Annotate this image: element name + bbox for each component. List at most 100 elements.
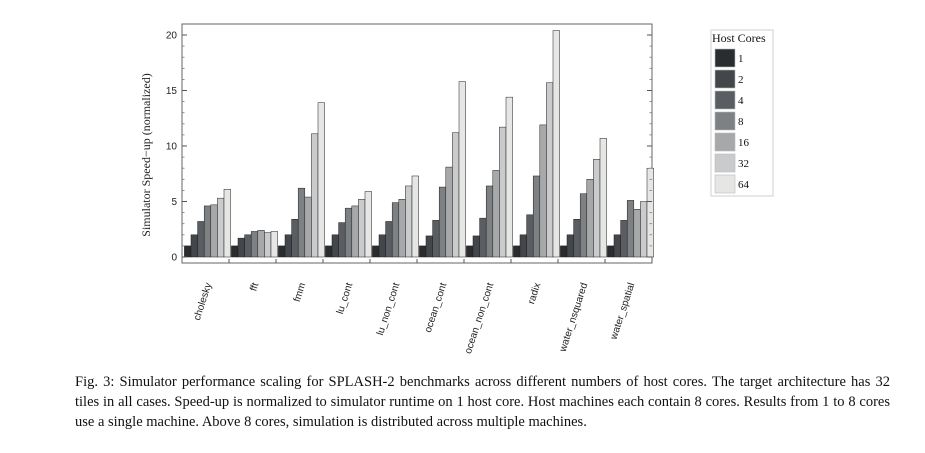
bar-fft-2 [237,237,245,258]
bar-ocean_non_cont-16 [492,170,500,258]
bar-water_spatial-16 [633,209,641,258]
y-tick-label: 15 [166,86,178,97]
legend-title: Host Cores [712,31,766,45]
legend-swatch-2 [714,69,736,89]
bar-radix-32 [546,82,554,258]
bar-lu_cont-2 [331,234,339,258]
legend-swatch-8 [714,111,736,131]
legend-label-2: 2 [738,74,744,86]
bar-ocean_non_cont-4 [479,217,487,258]
x-tick-label-radix: radix [526,282,543,306]
bar-cholesky-1 [184,245,192,258]
legend-swatch-1 [714,48,736,68]
bar-cholesky-32 [217,197,225,258]
bar-ocean_non_cont-64 [505,96,513,258]
bar-water_nsquared-1 [560,245,568,258]
bar-fmm-8 [297,187,306,258]
bar-fft-8 [250,231,259,258]
legend-swatch-4 [714,90,736,110]
bar-fft-16 [257,230,265,258]
bar-radix-1 [513,245,521,258]
bar-water_nsquared-4 [573,219,581,258]
bar-lu_cont-4 [338,222,346,258]
y-axis-ticks: 0 5 10 15 20 [166,31,652,264]
x-tick-label-cholesky: cholesky [192,282,214,322]
y-axis-title: Simulator Speed−up (normalized) [139,73,153,236]
bar-water_nsquared-64 [599,137,607,258]
bar-ocean_cont-1 [419,245,427,258]
x-tick-label-lu_non_cont: lu_non_cont [375,281,402,336]
bar-lu_cont-1 [325,245,333,258]
bar-water_spatial-32 [640,201,648,258]
bar-ocean_cont-8 [438,186,447,258]
bar-ocean_cont-16 [445,166,453,258]
bar-radix-16 [539,124,547,258]
bar-ocean_non_cont-32 [499,126,507,258]
legend-swatch-64 [714,174,736,194]
bars-group [184,30,654,258]
x-tick-label-ocean_non_cont: ocean_non_cont [463,281,496,355]
bar-water_nsquared-32 [593,159,601,258]
bar-ocean_cont-4 [432,220,440,258]
bar-fft-1 [231,245,239,258]
bar-fft-64 [270,231,278,258]
chart: 0 5 10 15 20 cholesky fft fmm lu_cont lu_non_con… [139,23,774,355]
legend-label-1: 1 [738,53,744,65]
bar-lu_cont-8 [344,207,353,258]
legend-label-4: 4 [738,95,744,107]
bar-fmm-16 [304,196,312,258]
bar-fft-32 [264,232,272,258]
bar-cholesky-2 [190,234,198,258]
bar-water_spatial-2 [613,234,621,258]
y-tick-label: 10 [166,142,178,153]
bar-lu_non_cont-2 [378,234,386,258]
bar-radix-8 [532,175,541,258]
bar-lu_cont-64 [364,191,372,258]
x-tick-label-fft: fft [248,281,261,292]
bar-lu_non_cont-8 [391,202,400,258]
legend-label-8: 8 [738,116,744,128]
figure-caption: Fig. 3: Simulator performance scaling fo… [75,374,890,430]
bar-cholesky-16 [210,204,218,258]
bar-fmm-64 [317,102,325,258]
bar-cholesky-4 [197,221,205,258]
bar-lu_non_cont-32 [405,185,413,258]
bar-fmm-32 [311,133,319,258]
bar-lu_cont-32 [358,199,366,258]
bar-lu_non_cont-16 [398,199,406,258]
bar-water_nsquared-8 [579,193,588,258]
bar-ocean_cont-64 [458,81,466,258]
bar-water_spatial-4 [620,220,628,258]
bar-fmm-1 [278,245,286,258]
bar-water_nsquared-2 [566,234,574,258]
bar-fmm-2 [284,234,292,258]
legend-label-64: 64 [738,179,750,191]
bar-lu_cont-16 [351,205,359,258]
x-tick-label-water_nsquared: water_nsquared [557,282,590,355]
bar-ocean_non_cont-1 [466,245,474,258]
bar-cholesky-64 [223,189,231,258]
bar-water_spatial-8 [626,200,635,258]
bar-water_spatial-1 [607,245,615,258]
legend-label-32: 32 [738,158,749,170]
bar-cholesky-8 [203,205,212,258]
bar-radix-4 [526,214,534,258]
bar-water_nsquared-16 [586,179,594,258]
bar-lu_non_cont-1 [372,245,380,258]
y-tick-label: 5 [171,197,177,208]
x-tick-label-lu_cont: lu_cont [335,281,355,315]
bar-ocean_cont-32 [452,132,460,258]
y-tick-label: 0 [171,253,177,264]
bar-lu_non_cont-4 [385,221,393,258]
x-tick-label-water_spatial: water_spatial [608,282,637,342]
x-tick-label-fmm: fmm [292,282,308,304]
bar-fmm-4 [291,219,299,258]
legend: Host Cores 1 2 4 8 16 32 64 [710,29,774,197]
legend-swatch-32 [714,153,736,173]
x-axis-labels: cholesky fft fmm lu_cont lu_non_cont ocean_co… [192,259,653,355]
y-tick-label: 20 [166,31,178,42]
legend-label-16: 16 [738,137,750,149]
bar-radix-2 [519,234,527,258]
x-tick-label-ocean_cont: ocean_cont [423,281,450,334]
bar-lu_non_cont-64 [411,175,419,258]
